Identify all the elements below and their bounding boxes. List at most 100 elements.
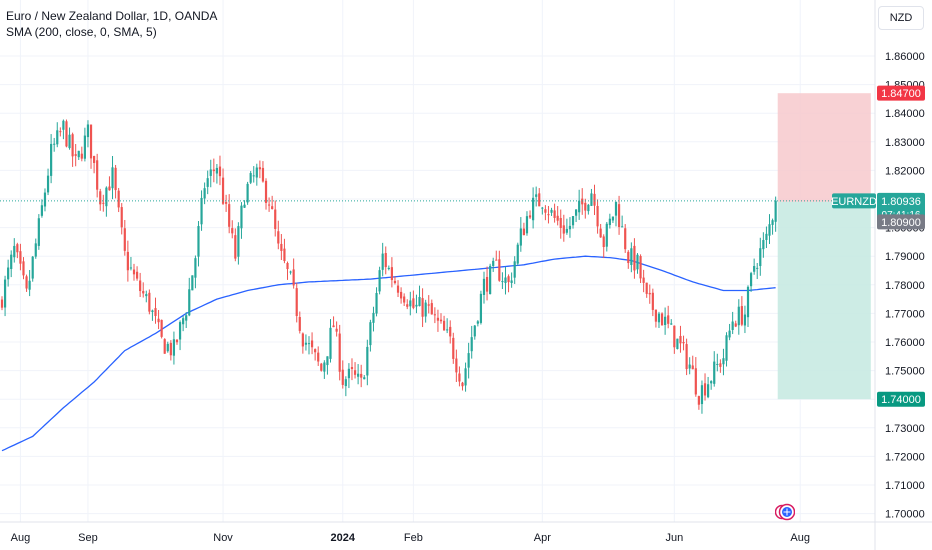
candle-body [16,244,19,253]
y-tick-label: 1.71000 [885,480,925,492]
candle-body [627,251,630,264]
candle-body [455,358,458,373]
candle-body [544,209,547,213]
candle-body [390,267,393,281]
entry-price-label-bg [877,214,925,230]
candle-body [734,323,737,327]
candle-body [722,358,725,365]
candle-body [593,193,596,206]
last-price-label: 1.80936 [881,196,921,208]
candle-body [590,193,593,206]
y-tick-label: 1.70000 [885,509,925,521]
candle-body [749,273,753,287]
candle-body [28,280,31,290]
candle-body [418,296,421,307]
candle-body [473,325,476,337]
candle-body [154,308,157,317]
candle-body [31,256,34,279]
candle-body [323,362,326,372]
candle-body [436,317,440,321]
candle-body [541,207,544,209]
candle-body [240,205,243,229]
candle-body [353,370,357,375]
long-position-zones[interactable] [777,93,871,400]
candle-body [344,379,347,387]
symbol-price-tag: EURNZD [831,196,877,208]
candle-body [740,306,743,325]
candle-body [83,135,86,159]
candle-body [433,314,436,316]
candle-body [378,270,381,292]
candle-body [504,277,507,284]
candle-body [421,298,424,317]
candle-body [283,248,286,262]
candle-body [657,313,661,323]
y-tick-label: 1.76000 [885,337,925,349]
y-tick-label: 1.75000 [885,366,925,378]
candle-body [258,167,261,170]
candle-body [139,280,142,292]
candle-body [43,192,47,207]
candle-body [765,233,768,240]
x-tick-label: Jun [665,532,683,544]
candle-body [145,294,148,297]
candle-body [664,316,667,326]
candle-body [746,286,750,318]
y-tick-label: 1.84000 [885,108,925,120]
candle-body [713,361,716,384]
x-tick-label: Sep [78,532,98,544]
candle-body [307,343,311,345]
candle-body [203,188,206,199]
candle-body [264,180,268,203]
candle-body [768,224,771,236]
candle-body [596,205,599,227]
candle-body [3,279,7,308]
candle-body [53,143,56,145]
timezone-logo-icon[interactable] [775,502,795,522]
y-tick-label: 1.73000 [885,423,925,435]
candle-body [163,339,166,354]
candle-body [670,323,673,325]
candle-body [286,262,289,270]
candle-body [688,364,691,369]
candle-body [347,368,351,379]
candle-body [68,134,71,149]
candle-body [111,167,114,189]
chart-legend: Euro / New Zealand Dollar, 1D, OANDA SMA… [6,8,217,40]
candle-body [188,289,191,316]
y-tick-label: 1.72000 [885,451,925,463]
candle-body [200,197,203,225]
candle-body [332,325,335,328]
candle-body [605,223,608,247]
candle-body [728,330,731,338]
candle-body [249,173,252,183]
candle-body [280,243,283,251]
candle-body [126,251,129,271]
candle-body [74,154,77,156]
currency-button[interactable]: NZD [878,6,924,30]
candle-body [403,296,406,303]
candle-body [430,303,433,315]
x-tick-label: Feb [404,532,423,544]
candle-body [578,200,581,213]
candle-body [271,206,274,210]
candle-body [492,260,495,266]
candle-body [642,277,645,283]
symbol-title[interactable]: Euro / New Zealand Dollar, 1D, OANDA [6,9,218,23]
indicator-label[interactable]: SMA (200, close, 0, SMA, 5) [6,25,157,39]
candle-body [80,153,83,159]
candle-body [387,267,390,270]
candle-body [651,292,654,310]
candle-body [697,396,700,405]
candle-body [194,258,197,278]
target-price-label: 1.74000 [881,394,921,406]
candle-body [246,183,249,203]
candle-body [206,178,209,187]
candle-body [507,276,510,283]
candle-body [574,209,578,216]
candle-body [516,244,519,264]
candle-body [559,218,562,228]
candle-body [108,186,111,191]
y-tick-label: 1.82000 [885,165,925,177]
